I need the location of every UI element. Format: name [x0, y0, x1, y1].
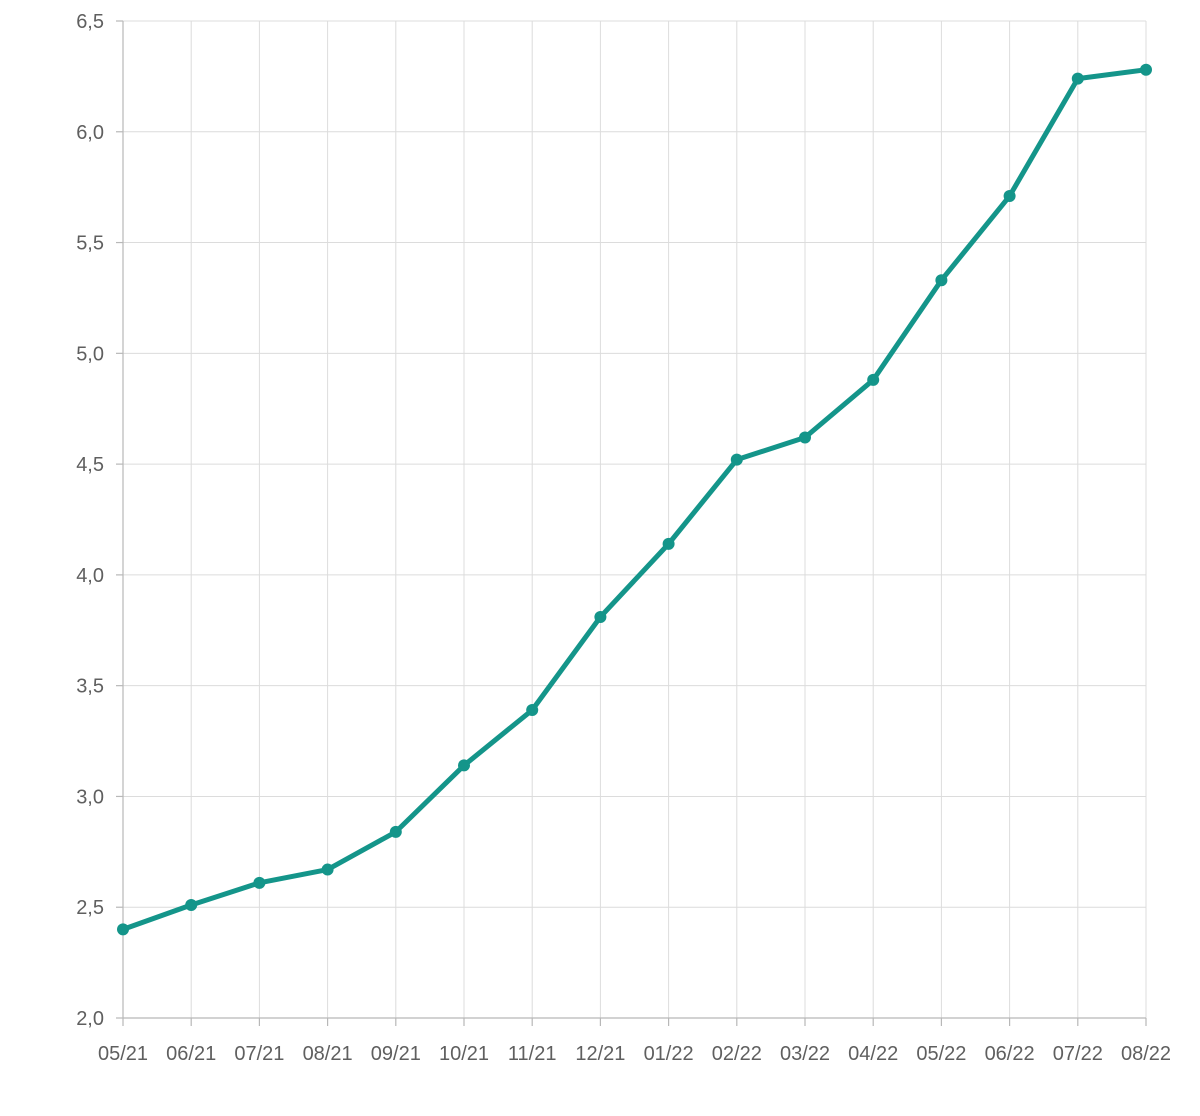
data-point	[389, 825, 402, 838]
x-tick-label: 07/22	[1053, 1043, 1103, 1065]
x-tick-label: 12/21	[575, 1043, 625, 1065]
x-tick-label: 09/21	[371, 1043, 421, 1065]
y-tick-label: 3,5	[76, 676, 104, 698]
x-tick-label: 07/21	[234, 1043, 284, 1065]
series-line	[120, 67, 1149, 932]
y-tick-label: 6,5	[76, 11, 104, 33]
x-tick-label: 01/22	[644, 1043, 694, 1065]
grid	[122, 20, 1147, 1019]
data-point	[799, 431, 811, 444]
data-point	[458, 759, 470, 772]
data-point	[1140, 63, 1152, 76]
y-tick-label: 5,0	[76, 343, 104, 365]
data-point	[730, 453, 743, 466]
data-point	[321, 863, 334, 876]
y-tick-label: 5,5	[76, 233, 104, 255]
tick-labels: 2,0 2,5 3,0 3,5 4,0 4,5 5,0 5,5 6,0 6,5 05/21 06/21…	[76, 11, 1171, 1065]
data-point	[935, 274, 948, 287]
data-point	[662, 537, 675, 550]
data-point	[867, 373, 880, 386]
y-tick-label: 4,0	[76, 565, 104, 587]
x-tick-label: 08/22	[1121, 1043, 1171, 1065]
series	[117, 63, 1152, 936]
data-point	[526, 704, 539, 717]
y-tick-label: 3,0	[76, 786, 104, 808]
axes	[116, 20, 1147, 1026]
data-point	[117, 923, 129, 936]
y-tick-label: 2,5	[76, 897, 104, 919]
y-tick-label: 4,5	[76, 454, 104, 476]
data-point	[185, 899, 198, 912]
y-tick-label: 2,0	[76, 1008, 104, 1030]
x-tick-label: 05/21	[98, 1043, 148, 1065]
x-tick-label: 03/22	[780, 1043, 830, 1065]
data-point	[1003, 190, 1016, 203]
x-tick-label: 10/21	[439, 1043, 489, 1065]
y-tick-label: 6,0	[76, 122, 104, 144]
data-point	[1071, 72, 1084, 85]
data-point	[594, 610, 607, 623]
x-tick-label: 11/21	[508, 1043, 557, 1065]
x-tick-label: 06/21	[166, 1043, 216, 1065]
data-point	[253, 876, 266, 889]
x-tick-label: 08/21	[303, 1043, 353, 1065]
x-tick-label: 04/22	[848, 1043, 898, 1065]
x-tick-label: 05/22	[916, 1043, 966, 1065]
x-tick-label: 02/22	[712, 1043, 762, 1065]
x-tick-label: 06/22	[985, 1043, 1035, 1065]
